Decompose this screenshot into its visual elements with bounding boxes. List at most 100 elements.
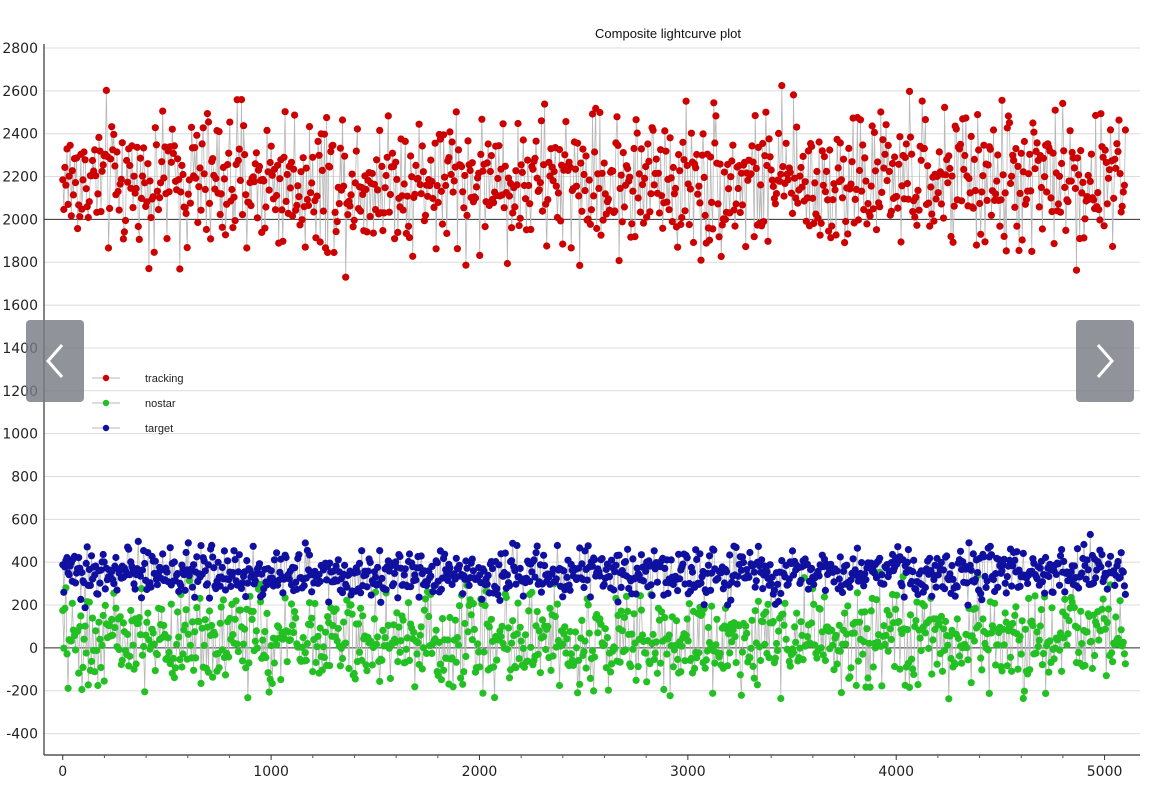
tracking-point [145,265,153,273]
nostar-point [1058,667,1066,675]
nostar-point [971,604,980,613]
tracking-point [326,163,334,171]
tracking-point [137,194,146,202]
tracking-point [971,187,980,195]
next-button[interactable] [1076,320,1134,402]
nostar-point [395,623,403,631]
target-point [992,570,1000,578]
nostar-point [1102,672,1110,680]
nostar-point [887,635,896,644]
tracking-point [202,225,210,234]
tracking-point [303,195,311,204]
tracking-point [838,194,847,202]
nostar-point [892,605,900,613]
target-point [1008,582,1016,590]
tracking-point [732,200,740,208]
tracking-point [301,243,309,251]
nostar-point [513,630,521,638]
tracking-point [231,217,239,225]
nostar-point [864,674,872,682]
nostar-point [803,633,812,641]
nostar-point [669,663,677,671]
target-point [1060,557,1068,566]
tracking-point [1070,164,1078,172]
nostar-point [236,606,244,614]
tracking-point [925,199,933,207]
tracking-point [309,153,317,161]
tracking-point [335,200,343,208]
nostar-point [861,608,869,616]
tracking-point [689,238,698,247]
nostar-point [652,638,660,646]
nostar-point [753,681,762,689]
tracking-point [727,173,735,181]
nostar-point [682,631,690,639]
nostar-point [841,609,849,617]
nostar-point [1109,658,1117,666]
tracking-point [143,198,151,206]
tracking-point [941,103,949,111]
tracking-point [1056,208,1065,216]
tracking-point [537,117,546,125]
nostar-point [555,681,564,690]
nostar-point [195,618,203,626]
tracking-point [810,219,818,227]
target-point [214,558,222,566]
nostar-point [221,671,230,679]
tracking-point [842,217,850,226]
tracking-point [1099,153,1107,161]
target-point [1055,581,1064,589]
tracking-point [997,196,1005,204]
target-point [578,560,586,568]
x-tick-label: 4000 [878,764,914,780]
target-point [540,551,548,559]
tracking-point [816,231,824,239]
tracking-point [88,156,97,165]
nostar-point [461,619,469,628]
tracking-point [441,173,449,181]
nostar-point [562,649,570,657]
target-point [998,567,1006,575]
tracking-point [705,236,714,244]
nostar-point [112,604,120,612]
tracking-point [893,192,901,201]
nostar-point [835,621,843,629]
tracking-point [543,242,551,250]
tracking-point [135,235,143,243]
nostar-point [634,663,642,671]
tracking-point [263,126,271,134]
nostar-point [836,647,844,655]
tracking-point [980,141,988,149]
target-point [909,568,917,576]
nostar-point [1112,613,1120,621]
nostar-point [127,606,135,615]
target-point [82,559,90,568]
tracking-point [477,150,485,158]
target-point [639,577,648,585]
tracking-point [650,181,658,189]
previous-button[interactable] [26,320,84,402]
tracking-point [1043,188,1051,196]
target-point [96,579,104,587]
tracking-point [1075,171,1083,179]
tracking-point [320,130,328,138]
nostar-point [1064,630,1072,638]
tracking-point [958,197,966,205]
tracking-point [1064,198,1072,206]
tracking-point [894,204,902,212]
tracking-point [511,203,519,211]
nostar-point [594,629,602,637]
tracking-point [769,182,777,190]
tracking-point [319,207,327,215]
nostar-point [314,632,322,640]
target-point [751,583,759,591]
tracking-point [151,124,159,132]
tracking-point [915,206,923,214]
tracking-point [287,158,296,166]
tracking-point [68,167,76,175]
target-point [770,586,779,594]
tracking-point [150,248,158,256]
nostar-point [190,666,198,674]
nostar-point [124,630,132,639]
nostar-point [666,692,674,700]
